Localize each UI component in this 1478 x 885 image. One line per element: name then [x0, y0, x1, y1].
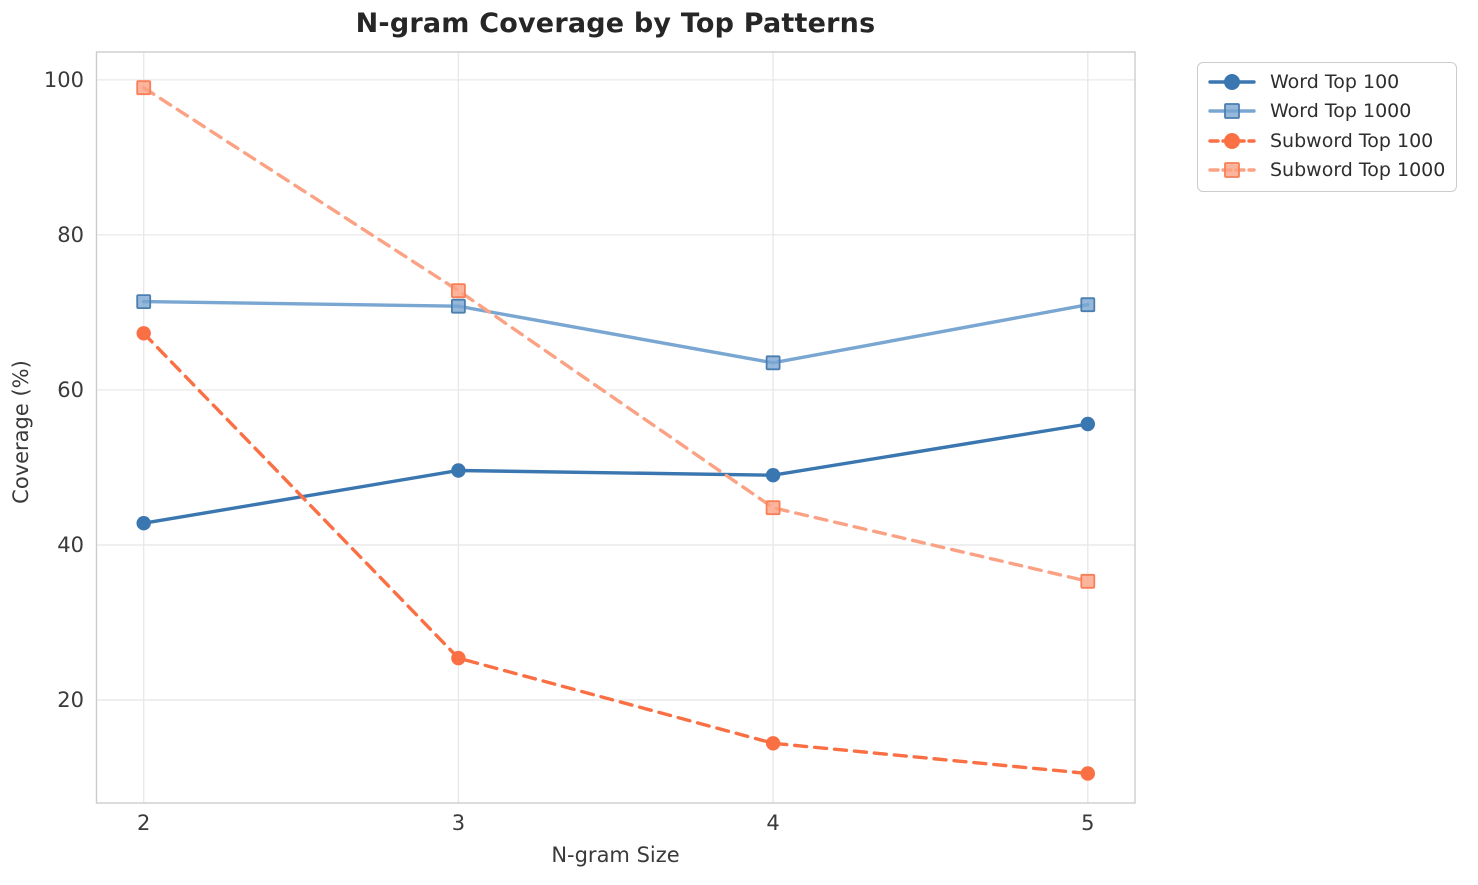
legend-item: Word Top 1000 — [1208, 97, 1448, 127]
x-axis-label: N-gram Size — [551, 843, 680, 867]
data-point-circle — [451, 463, 466, 478]
series-line-0 — [141, 422, 1090, 525]
legend: Word Top 100 Word Top 1000 Subword Top 100… — [1197, 62, 1457, 192]
data-point-circle — [136, 326, 151, 341]
chart-title: N-gram Coverage by Top Patterns — [355, 8, 876, 39]
data-point-square — [1080, 573, 1096, 589]
data-point-square — [450, 298, 466, 314]
series-line-2 — [141, 331, 1090, 776]
data-point-circle — [765, 736, 781, 751]
y-tick-label: 20 — [57, 687, 84, 712]
data-point-square — [1080, 297, 1096, 313]
data-point-square — [136, 80, 152, 96]
series-line-3 — [141, 85, 1090, 583]
y-axis-label: Coverage (%) — [9, 360, 33, 504]
legend-item: Subword Top 1000 — [1208, 156, 1448, 186]
legend-item: Subword Top 100 — [1208, 126, 1448, 156]
data-point-square — [765, 500, 781, 516]
x-tick-label: 2 — [137, 811, 151, 835]
data-point-circle — [765, 468, 781, 483]
series-line-1 — [141, 299, 1090, 365]
data-point-circle — [1080, 766, 1096, 781]
data-point-circle — [136, 516, 151, 531]
legend-item-label: Word Top 100 — [1270, 70, 1400, 93]
data-point-circle — [451, 650, 466, 666]
legend-item-label: Word Top 1000 — [1270, 100, 1412, 123]
data-point-square — [765, 355, 781, 371]
legend-square-marker-icon — [1208, 103, 1256, 120]
y-tick-label: 40 — [57, 532, 84, 557]
data-point-square — [136, 294, 152, 310]
y-tick-label: 100 — [43, 67, 84, 92]
legend-square-marker-icon — [1208, 162, 1256, 179]
data-point-circle — [1080, 416, 1096, 432]
plot-border — [95, 51, 1136, 804]
data-point-square — [450, 283, 466, 299]
x-tick-label: 4 — [766, 811, 780, 835]
x-tick-label: 5 — [1081, 811, 1095, 835]
legend-circle-marker-icon — [1208, 73, 1256, 90]
x-tick-label: 3 — [451, 811, 466, 835]
legend-item-label: Subword Top 1000 — [1270, 159, 1446, 182]
y-tick-label: 80 — [57, 222, 84, 247]
legend-item: Word Top 100 — [1208, 67, 1448, 97]
legend-circle-marker-icon — [1208, 132, 1256, 149]
legend-item-label: Subword Top 100 — [1270, 129, 1434, 152]
y-tick-label: 60 — [57, 377, 84, 402]
